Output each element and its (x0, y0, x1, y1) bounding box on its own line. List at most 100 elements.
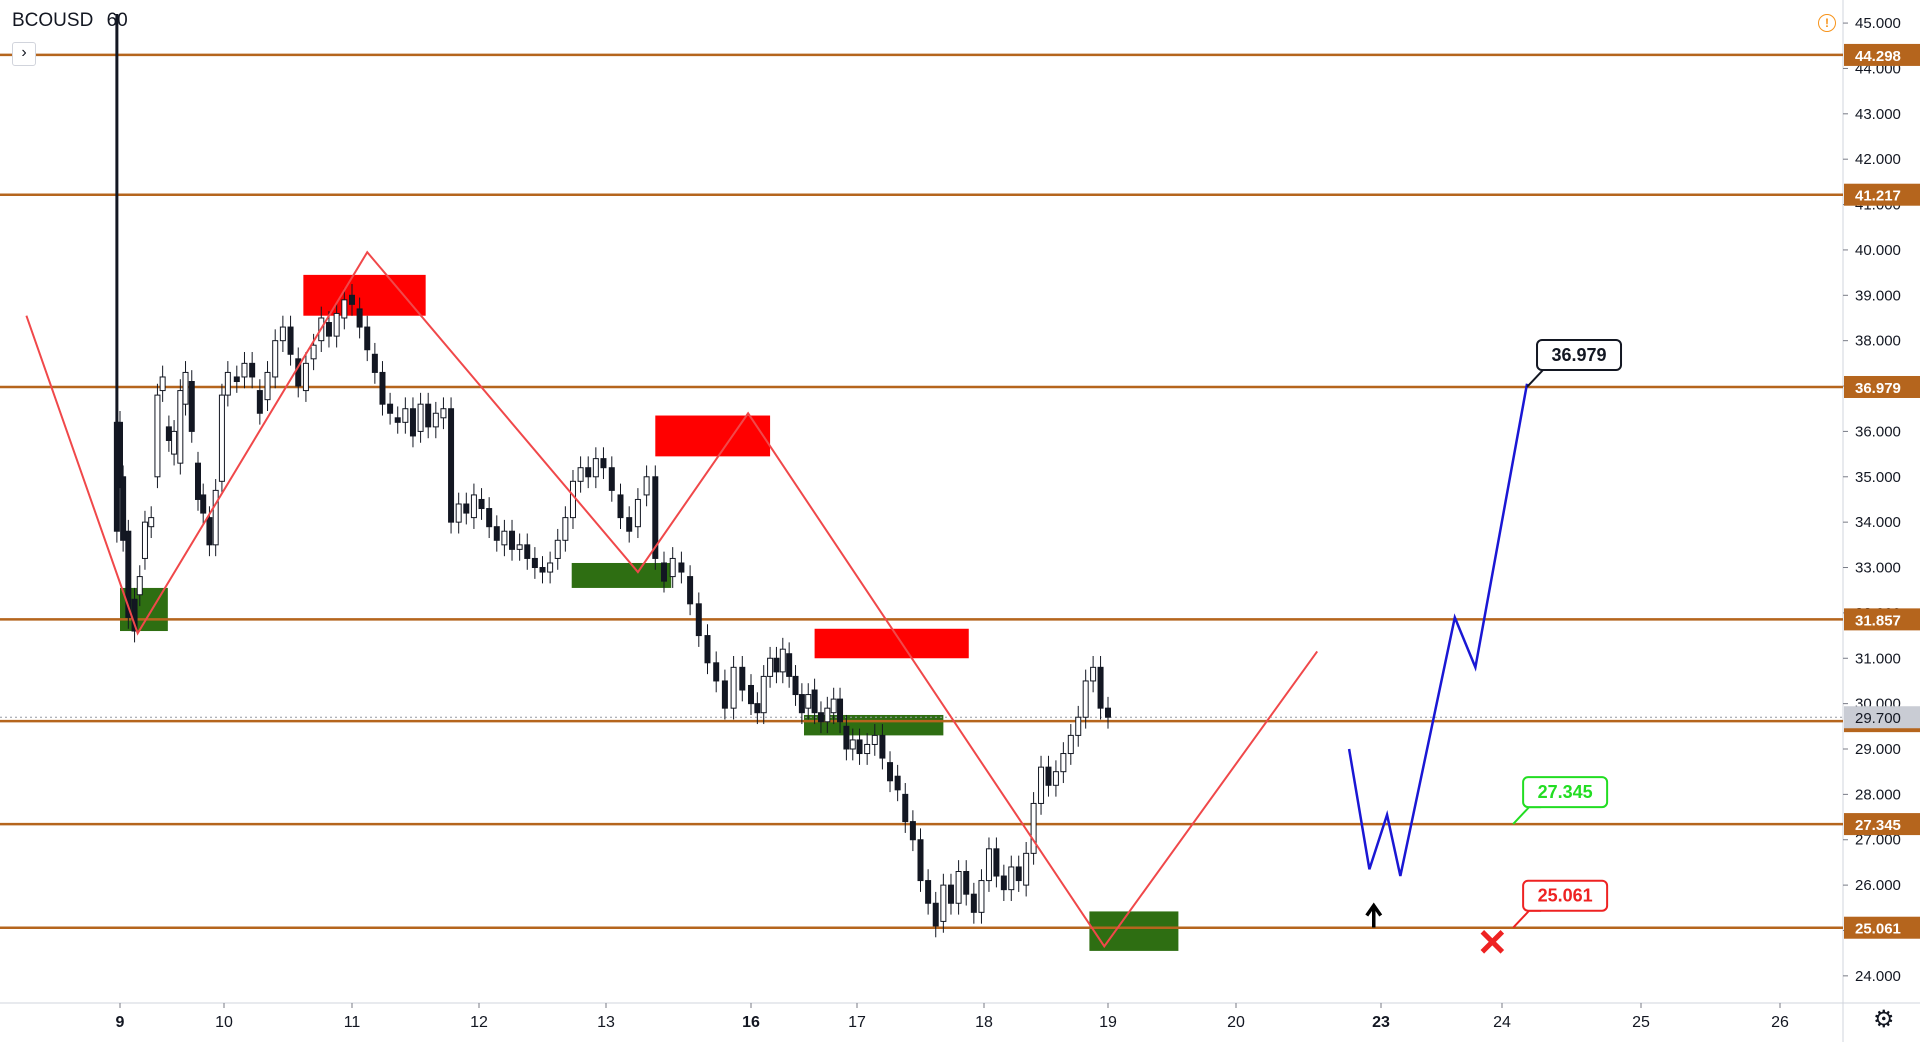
candle-body (212, 489, 219, 546)
price-callout-target: 36.979 (1526, 338, 1623, 388)
candle-body (837, 698, 844, 723)
candle-body (713, 662, 720, 682)
candle-body (448, 408, 455, 523)
x-tick-label: 18 (975, 1014, 993, 1031)
candle-body (425, 403, 432, 428)
candle-body (531, 557, 538, 569)
candle-body (279, 326, 286, 342)
candle-body (932, 902, 939, 927)
candle-body (739, 666, 746, 691)
x-tick-label: 12 (470, 1014, 488, 1031)
callout-text: 36.979 (1551, 345, 1606, 365)
candle-body (516, 544, 523, 550)
candle-body (817, 712, 824, 723)
level-axis-tag (1844, 813, 1920, 836)
level-axis-tag (1844, 43, 1920, 66)
candle-body (678, 562, 685, 573)
candle-body (925, 880, 932, 904)
up-arrow-icon (1365, 902, 1383, 928)
x-tick-label: 19 (1099, 1014, 1117, 1031)
y-tick-label: 43.000 (1855, 106, 1901, 123)
last-price-axis-tag (1844, 706, 1920, 729)
candle-body (224, 371, 231, 396)
callout-text: 27.345 (1538, 782, 1593, 802)
candle-body (120, 476, 127, 541)
candle-body (509, 530, 516, 550)
x-tick-label: 23 (1372, 1014, 1390, 1031)
gear-icon[interactable]: ⚙ (1873, 1006, 1895, 1033)
candle-body (264, 371, 271, 401)
candle-body (148, 517, 155, 528)
x-tick-label: 26 (1771, 1014, 1789, 1031)
price-callout-sl: 25.061 (1512, 879, 1609, 929)
candle-body (843, 725, 850, 750)
candle-body (695, 603, 702, 637)
candle-body (871, 734, 878, 745)
y-tick-label: 45.000 (1855, 15, 1901, 32)
candle-body (200, 494, 207, 514)
candle-body (652, 476, 659, 559)
forecast-path (1347, 383, 1529, 877)
candle-body (830, 698, 837, 714)
level-axis-label: 44.298 (1855, 48, 1901, 65)
candle-body (940, 884, 947, 922)
y-tick-label: 36.000 (1855, 423, 1901, 440)
x-tick-label: 13 (597, 1014, 615, 1031)
candle-body (1060, 753, 1067, 773)
candle-body (1082, 680, 1089, 718)
y-tick-label: 35.000 (1855, 469, 1901, 486)
x-tick-label: 20 (1227, 1014, 1245, 1031)
y-tick-label: 31.000 (1855, 650, 1901, 667)
supply-zone (814, 628, 969, 659)
candle-body (409, 408, 416, 437)
symbol-name: BCOUSD (12, 10, 94, 31)
candle-body (417, 403, 424, 432)
candle-body (894, 775, 901, 791)
candle-body (909, 821, 916, 841)
x-tick-label: 10 (215, 1014, 233, 1031)
level-axis-tag (1844, 375, 1920, 398)
candle-body (626, 517, 633, 532)
candle-body (856, 739, 863, 755)
candle-body (195, 462, 201, 500)
candle-body (371, 353, 378, 373)
candle-body (721, 680, 728, 709)
candle-body (978, 880, 985, 913)
candle-body (493, 526, 500, 541)
y-tick-label: 24.000 (1855, 968, 1901, 985)
candle-body (478, 498, 485, 510)
demand-zone (1089, 911, 1179, 951)
warning-icon[interactable]: ! (1818, 14, 1836, 32)
y-tick-label: 33.000 (1855, 560, 1901, 577)
stop-loss-cross-icon (1480, 930, 1505, 954)
candle-body (249, 362, 256, 378)
candle-body (539, 567, 546, 573)
y-tick-label: 42.000 (1855, 151, 1901, 168)
level-axis-label: 27.345 (1855, 817, 1901, 834)
supply-zone (655, 415, 771, 457)
candle-body (272, 340, 279, 378)
callout-pointer (1512, 909, 1542, 929)
level-axis-label: 31.857 (1855, 612, 1901, 629)
candle-body (387, 403, 394, 414)
x-tick-label: 24 (1493, 1014, 1511, 1031)
candle-body (188, 381, 195, 432)
candle-body (786, 653, 793, 677)
candle-body (824, 707, 831, 723)
level-axis-tag (1844, 916, 1920, 939)
candle-body (463, 503, 470, 514)
symbol-legend[interactable]: BCOUSD 60 (12, 10, 128, 32)
candle-body (773, 657, 780, 673)
candle-body (600, 458, 607, 469)
callout-box (1522, 879, 1609, 912)
candle-body (1008, 866, 1015, 891)
candle-body (993, 848, 1000, 877)
x-tick-label: 17 (848, 1014, 866, 1031)
candle-body (963, 871, 970, 895)
y-tick-label: 34.000 (1855, 514, 1901, 531)
candle-body (608, 467, 615, 491)
x-tick-label: 16 (742, 1014, 760, 1031)
candle-body (356, 308, 363, 328)
expand-legend-button[interactable]: › (12, 42, 36, 66)
